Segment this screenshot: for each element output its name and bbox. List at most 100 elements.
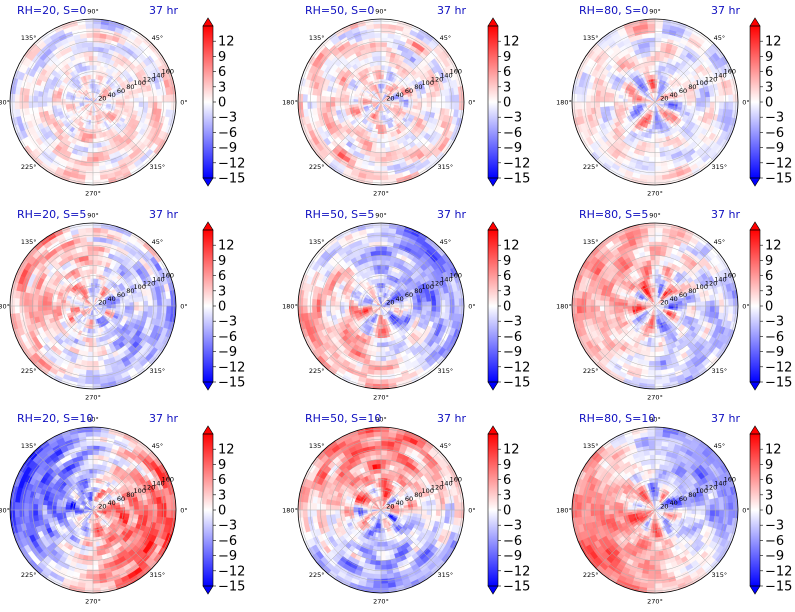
- colorbar-tick-label: 12: [218, 239, 235, 254]
- heatmap-cell: [375, 46, 382, 52]
- heatmap-cell: [129, 101, 135, 107]
- heatmap-cell: [87, 152, 94, 158]
- heatmap-cell: [608, 97, 614, 103]
- radial-tick-label: 40: [108, 295, 116, 303]
- angle-tick-label: 135°: [21, 34, 37, 42]
- heatmap-cell: [311, 101, 317, 109]
- heatmap-cell: [124, 104, 130, 110]
- heatmap-cell: [728, 101, 734, 110]
- heatmap-cell: [46, 97, 52, 103]
- colorbar-tick-label: 0: [503, 96, 511, 111]
- heatmap-cell: [88, 143, 94, 149]
- radial-tick-label: 40: [108, 91, 116, 99]
- heatmap-cell: [654, 74, 658, 80]
- heatmap-cell: [608, 101, 614, 107]
- heatmap-cell: [645, 142, 652, 149]
- heatmap-cell: [682, 101, 688, 106]
- angle-tick-label: 270°: [85, 394, 101, 402]
- heatmap-cell: [138, 300, 144, 307]
- angular-grid-line: [380, 101, 440, 161]
- heatmap-cell: [115, 305, 121, 309]
- heatmap-cell: [376, 55, 382, 61]
- heatmap-cell: [719, 95, 725, 103]
- radial-tick-label: 140: [152, 275, 164, 283]
- angular-grid-line: [92, 101, 152, 161]
- heatmap-cell: [652, 115, 656, 121]
- heatmap-cell: [84, 137, 90, 144]
- panel-time-label: 37 hr: [149, 208, 178, 221]
- heatmap-cell: [652, 124, 656, 130]
- heatmap-cell: [92, 273, 97, 279]
- heatmap-cell: [87, 356, 94, 362]
- heatmap-cell: [120, 305, 126, 310]
- polar-panel-5: 90°45°0°315°270°225°180°135°20 40 60 801001…: [282, 208, 530, 402]
- heatmap-cell: [92, 32, 100, 38]
- radial-tick-label: 140: [440, 71, 452, 79]
- heatmap-cell: [92, 287, 96, 293]
- colorbar-tick-label: −15: [218, 172, 245, 187]
- heatmap-cell: [599, 101, 605, 108]
- heatmap-cell: [445, 101, 451, 109]
- heatmap-cell: [23, 95, 29, 103]
- heatmap-cell: [732, 101, 738, 111]
- heatmap-cell: [585, 101, 591, 109]
- heatmap-cell: [380, 152, 387, 158]
- heatmap-cell: [657, 65, 663, 71]
- heatmap-cell: [92, 46, 99, 52]
- heatmap-cell: [384, 55, 391, 62]
- heatmap-cell: [129, 97, 135, 103]
- radial-tick-label: 140: [714, 71, 726, 79]
- heatmap-cell: [92, 64, 97, 71]
- angle-tick-label: 90°: [87, 8, 99, 16]
- heatmap-cell: [302, 101, 308, 110]
- heatmap-cell: [92, 250, 99, 256]
- heatmap-cell: [651, 129, 656, 135]
- heatmap-cell: [124, 101, 131, 106]
- heatmap-cell: [92, 370, 100, 376]
- heatmap-cell: [403, 101, 409, 105]
- heatmap-cell: [654, 19, 664, 25]
- heatmap-field: [572, 19, 738, 185]
- heatmap-cell: [92, 268, 97, 275]
- heatmap-cell: [696, 101, 702, 107]
- heatmap-cell: [166, 101, 172, 110]
- heatmap-cell: [581, 94, 587, 103]
- angular-grid-line: [380, 43, 440, 103]
- heatmap-cell: [695, 105, 702, 112]
- polar-panel-2: 90°45°0°315°270°225°180°135°20 40 60 801001…: [282, 4, 530, 198]
- heatmap-cell: [380, 23, 389, 29]
- colorbar-tick-label: −9: [765, 141, 784, 156]
- heatmap-cell: [90, 120, 94, 126]
- colorbar-tick-label: 3: [218, 80, 226, 95]
- heatmap-cell: [371, 142, 378, 149]
- heatmap-cell: [375, 147, 382, 153]
- heatmap-cell: [85, 374, 94, 380]
- heatmap-cell: [585, 95, 591, 103]
- radial-tick-label: 120: [143, 279, 155, 287]
- angular-grid-line: [92, 247, 152, 307]
- heatmap-cell: [654, 60, 660, 66]
- heatmap-cell: [709, 95, 716, 103]
- angle-tick-label: 135°: [21, 238, 37, 246]
- heatmap-cell: [92, 356, 99, 362]
- heatmap-cell: [648, 156, 656, 163]
- heatmap-cell: [647, 133, 653, 139]
- heatmap-cell: [320, 101, 327, 109]
- radial-tick-label: 60: [405, 87, 413, 95]
- heatmap-cell: [19, 94, 25, 103]
- heatmap-cell: [380, 51, 387, 57]
- radial-tick-label: 160: [162, 68, 174, 76]
- heatmap-cell: [651, 133, 656, 140]
- radial-tick-label: 60: [679, 87, 687, 95]
- radial-tick-label: 60: [117, 87, 125, 95]
- angle-tick-label: 90°: [375, 8, 387, 16]
- angle-tick-label: 45°: [440, 34, 452, 42]
- heatmap-cell: [380, 60, 386, 66]
- heatmap-cell: [92, 156, 100, 163]
- heatmap-cell: [654, 147, 661, 153]
- heatmap-cell: [380, 69, 385, 75]
- heatmap-cell: [627, 99, 633, 103]
- heatmap-cell: [374, 41, 382, 48]
